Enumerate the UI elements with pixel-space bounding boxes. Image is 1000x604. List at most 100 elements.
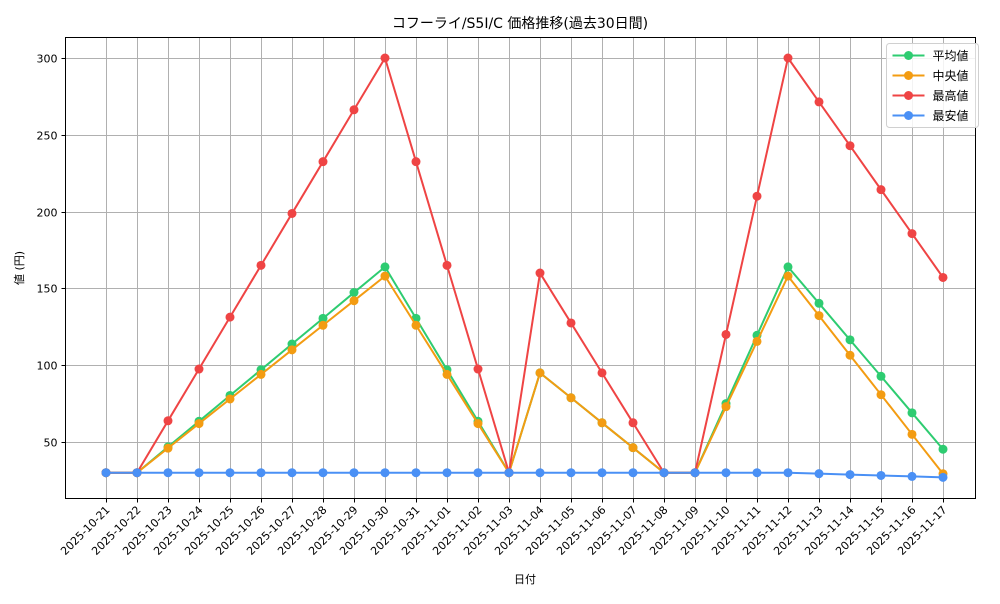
- data-point-marker: [659, 468, 669, 478]
- x-axis-label: 日付: [514, 573, 536, 586]
- y-axis-ticks: 50 100 150 200 250 300: [37, 53, 66, 450]
- data-point-marker: [876, 185, 886, 195]
- data-point-marker: [876, 371, 886, 381]
- data-point-marker: [845, 335, 855, 345]
- plot-frame: [65, 37, 976, 499]
- legend-item: 最高値: [892, 88, 969, 103]
- legend-marker-icon: [904, 71, 913, 80]
- data-point-marker: [287, 208, 297, 218]
- legend-item: 中央値: [892, 68, 969, 83]
- series-最安値: [101, 468, 948, 482]
- series-line: [106, 57, 944, 474]
- data-point-marker: [628, 468, 638, 478]
- data-point-marker: [380, 271, 390, 281]
- legend-label: 最高値: [933, 88, 969, 103]
- data-point-marker: [318, 313, 328, 323]
- data-point-marker: [349, 288, 359, 298]
- data-point-marker: [566, 468, 576, 478]
- legend-label: 中央値: [933, 68, 969, 83]
- data-point-marker: [380, 262, 390, 272]
- legend-marker-icon: [904, 51, 913, 60]
- y-tick-label: 200: [37, 207, 58, 220]
- data-point-marker: [349, 296, 359, 306]
- data-point-marker: [194, 419, 204, 429]
- data-point-marker: [225, 394, 235, 404]
- data-point-marker: [938, 472, 948, 482]
- data-point-marker: [597, 418, 607, 428]
- data-point-marker: [535, 468, 545, 478]
- y-tick-label: 50: [44, 437, 58, 450]
- data-point-marker: [349, 468, 359, 478]
- data-point-marker: [473, 364, 483, 374]
- data-point-marker: [411, 320, 421, 330]
- data-point-marker: [628, 418, 638, 428]
- data-point-marker: [256, 369, 266, 379]
- data-point-marker: [721, 329, 731, 339]
- data-point-marker: [225, 468, 235, 478]
- series-中央値: [101, 271, 948, 479]
- legend-box: [886, 43, 979, 128]
- data-point-marker: [628, 443, 638, 453]
- data-point-marker: [721, 468, 731, 478]
- data-point-marker: [504, 468, 514, 478]
- data-point-marker: [783, 271, 793, 281]
- data-point-marker: [907, 471, 917, 481]
- legend-marker-icon: [904, 111, 913, 120]
- series-lines: [101, 53, 948, 482]
- series-line: [106, 471, 944, 479]
- data-point-marker: [163, 416, 173, 426]
- data-point-marker: [318, 468, 328, 478]
- data-point-marker: [442, 260, 452, 270]
- data-point-marker: [721, 402, 731, 412]
- series-最高値: [101, 53, 948, 478]
- data-point-marker: [814, 469, 824, 479]
- data-point-marker: [411, 157, 421, 167]
- data-point-marker: [597, 368, 607, 378]
- data-point-marker: [814, 298, 824, 308]
- data-point-marker: [907, 408, 917, 418]
- data-point-marker: [566, 318, 576, 328]
- data-point-marker: [876, 470, 886, 480]
- data-point-marker: [349, 105, 359, 115]
- y-tick-label: 300: [37, 53, 58, 66]
- data-point-marker: [256, 468, 266, 478]
- data-point-marker: [163, 468, 173, 478]
- data-point-marker: [814, 97, 824, 107]
- data-point-marker: [938, 272, 948, 282]
- legend-item: 平均値: [892, 48, 969, 63]
- data-point-marker: [380, 468, 390, 478]
- y-tick-label: 250: [37, 130, 58, 143]
- data-point-marker: [783, 468, 793, 478]
- data-point-marker: [845, 470, 855, 480]
- data-point-marker: [442, 468, 452, 478]
- data-point-marker: [566, 393, 576, 403]
- data-point-marker: [256, 260, 266, 270]
- y-tick-label: 150: [37, 283, 58, 296]
- data-point-marker: [938, 444, 948, 454]
- data-point-marker: [845, 350, 855, 360]
- data-point-marker: [907, 229, 917, 239]
- data-point-marker: [597, 468, 607, 478]
- data-point-marker: [690, 468, 700, 478]
- legend-label: 平均値: [933, 48, 969, 63]
- legend-marker-icon: [904, 91, 913, 100]
- legend-label: 最安値: [933, 108, 969, 123]
- data-point-marker: [318, 320, 328, 330]
- data-point-marker: [783, 53, 793, 63]
- data-point-marker: [535, 268, 545, 278]
- grid: [65, 37, 976, 499]
- data-point-marker: [194, 364, 204, 374]
- y-axis-label: 値 (円): [13, 251, 26, 285]
- data-point-marker: [752, 468, 762, 478]
- data-point-marker: [845, 141, 855, 151]
- data-point-marker: [225, 312, 235, 322]
- data-point-marker: [194, 468, 204, 478]
- data-point-marker: [411, 468, 421, 478]
- data-point-marker: [473, 468, 483, 478]
- data-point-marker: [132, 468, 142, 478]
- series-line: [106, 275, 944, 475]
